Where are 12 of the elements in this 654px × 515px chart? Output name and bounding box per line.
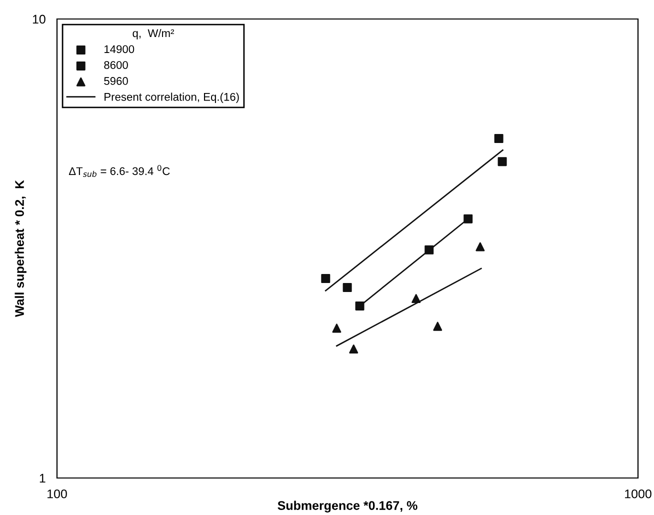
- y-tick-label: 10: [32, 14, 46, 24]
- legend-label: 14900: [104, 45, 134, 54]
- legend-label: 8600: [104, 61, 128, 69]
- x-tick-label: 1000: [625, 489, 652, 498]
- annotation: ΔT$_{sub}$ = 6.6- 39.4 $^{0}$C: [68, 164, 170, 177]
- legend-label: Present correlation, Eq.(16): [104, 92, 239, 104]
- x-tick-label: 100: [48, 489, 67, 498]
- legend-title: q, W/m²: [132, 29, 174, 40]
- legend-label: 5960: [104, 77, 128, 85]
- y-tick-label: 1: [40, 474, 46, 483]
- y-axis-title: Wall superheat * 0.2, K: [14, 180, 26, 318]
- x-axis-title: Submergence *0.167, %: [278, 500, 418, 512]
